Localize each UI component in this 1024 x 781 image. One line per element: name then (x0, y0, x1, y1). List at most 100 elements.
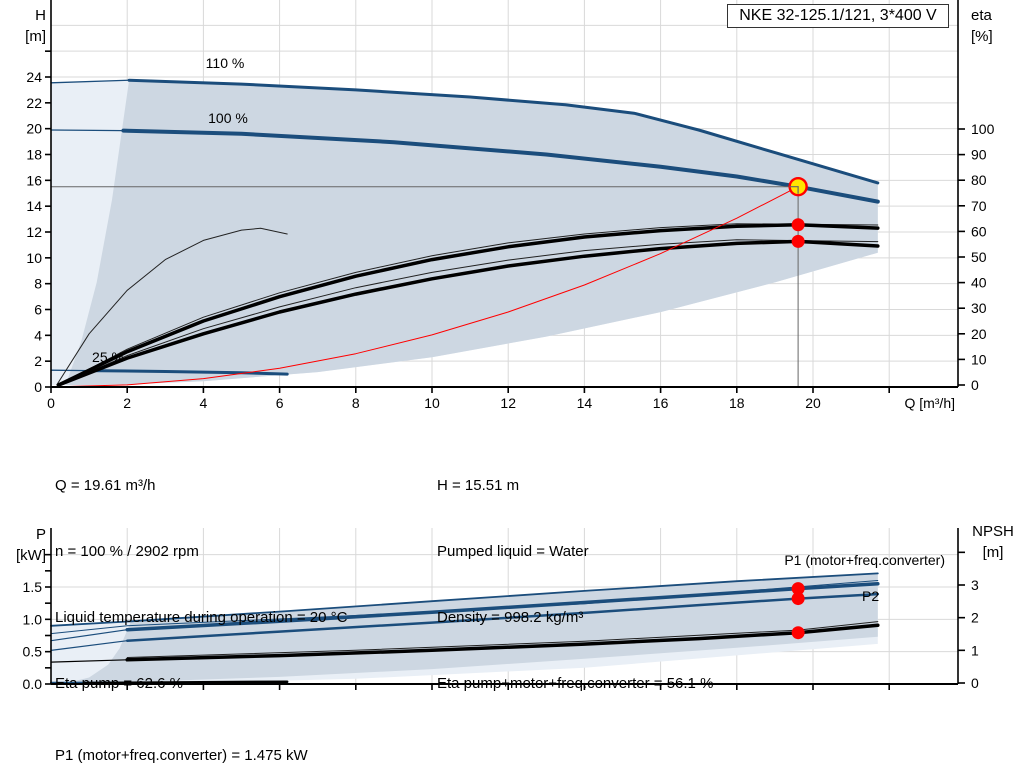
curve-label: 25 % (92, 349, 124, 365)
p1-110-curve (50, 572, 879, 627)
speed-110-curve (127, 78, 880, 185)
speed-25-curve (87, 369, 289, 376)
y2-tick-label: 0 (971, 377, 979, 393)
eta-axis-label-line1: eta (971, 7, 992, 24)
eta-axis-label: eta [%] (971, 5, 1021, 47)
y-tick-label: 8 (34, 276, 42, 292)
y-tick-label: 1.5 (23, 579, 43, 595)
eta-total-curve-thin (58, 239, 879, 386)
duty-eta-total: Eta pump+motor+freq.converter = 56.1 % (437, 675, 714, 692)
eta-pump-point (791, 218, 805, 232)
p2-point (791, 592, 805, 606)
x-tick-label: 10 (424, 395, 440, 411)
h-axis-label-line2: [m] (25, 28, 46, 45)
y2-tick-label: 1 (971, 642, 979, 658)
duty-info-bottom: P1 (motor+freq.converter) = 1.475 kW P2 … (55, 701, 308, 781)
p-axis-label: P [kW] (4, 524, 46, 566)
eta-axis-label-line2: [%] (971, 28, 993, 45)
npsh-curve-start (50, 659, 128, 663)
x-tick-label: 4 (200, 395, 208, 411)
eta-pump-curve (56, 222, 880, 387)
x-tick-label: 16 (653, 395, 669, 411)
y2-tick-label: 0 (971, 675, 979, 691)
x-tick-label: 6 (276, 395, 284, 411)
power-npsh-chart: 0.0 0.5 1.0 1.5 0 1 2 3 P1 (motor+freq.converter… (23, 528, 979, 692)
y-tick-label: 24 (26, 69, 42, 85)
npsh-axis-label: NPSH [m] (964, 521, 1022, 563)
y-tick-label: 6 (34, 302, 42, 318)
npsh-point (791, 626, 805, 640)
duty-h: H = 15.51 m (437, 477, 520, 494)
y-tick-label: 1.0 (23, 611, 43, 627)
y2-tick-label: 40 (971, 275, 987, 291)
p25-black-curve (84, 680, 289, 685)
y-tick-label: 0.5 (23, 644, 43, 660)
speed-100-curve-start (50, 129, 125, 132)
x-tick-label: 14 (577, 395, 593, 411)
y-tick-label: 0 (34, 379, 42, 395)
y-tick-label: 2 (34, 353, 42, 369)
npsh-axis-label-line2: [m] (982, 544, 1004, 561)
curve-label: Q [m³/h] (904, 395, 955, 411)
curve-label: 100 % (208, 110, 248, 126)
h-axis-label: H [m] (6, 5, 46, 47)
npsh-axis-label-line1: NPSH (972, 523, 1014, 540)
duty-info-left: Q = 19.61 m³/h n = 100 % / 2902 rpm Liqu… (55, 431, 347, 739)
eta-pump-curve-thin (58, 223, 879, 386)
operating-envelope (65, 80, 878, 386)
y2-tick-label: 10 (971, 351, 987, 367)
p-axis-label-line1: P (35, 526, 46, 543)
y2-tick-label: 50 (971, 249, 987, 265)
x-tick-label: 0 (47, 395, 55, 411)
y2-tick-label: 2 (971, 610, 979, 626)
y-tick-label: 16 (26, 172, 42, 188)
y-tick-label: 14 (26, 198, 42, 214)
p-axis-label-line2: [kW] (16, 547, 46, 564)
p2-curve-start (50, 640, 128, 651)
system-curve (50, 186, 799, 388)
y-tick-label: 18 (26, 147, 42, 163)
y2-tick-label: 60 (971, 223, 987, 239)
eta-total-curve (56, 239, 880, 387)
y-tick-label: 20 (26, 121, 42, 137)
duty-p1: P1 (motor+freq.converter) = 1.475 kW (55, 747, 308, 764)
y2-tick-label: 90 (971, 147, 987, 163)
duty-q: Q = 19.61 m³/h (55, 477, 156, 494)
h-axis-label-line1: H (35, 7, 46, 24)
eta-total-point (791, 234, 805, 248)
y2-tick-label: 100 (971, 121, 995, 137)
x-tick-label: 2 (123, 395, 131, 411)
y2-tick-label: 30 (971, 300, 987, 316)
y-tick-label: 22 (26, 95, 42, 111)
curve-label: P2 (862, 588, 879, 604)
y-tick-label: 10 (26, 250, 42, 266)
p1-point (791, 582, 805, 596)
duty-speed: n = 100 % / 2902 rpm (55, 543, 199, 560)
y2-tick-label: 3 (971, 577, 979, 593)
y-tick-label: 4 (34, 327, 42, 343)
speed-110-curve-start (50, 79, 130, 84)
duty-eta-pump: Eta pump = 62.6 % (55, 675, 183, 692)
npsh-110-curve (126, 621, 879, 658)
eta-curve-25 (56, 227, 288, 386)
duty-liquid-temp: Liquid temperature during operation = 20… (55, 609, 348, 626)
duty-density: Density = 998.2 kg/m³ (437, 609, 584, 626)
x-tick-label: 8 (352, 395, 360, 411)
y-tick-label: 12 (26, 224, 42, 240)
curve-label: P1 (motor+freq.converter) (784, 552, 945, 568)
p1-curve-start (50, 629, 128, 642)
head-flow-chart: 0 2 4 6 8 10 12 14 16 18 2002468101214161820222401… (26, 0, 995, 411)
duty-pumped-liquid: Pumped liquid = Water (437, 543, 589, 560)
y2-tick-label: 80 (971, 172, 987, 188)
y2-tick-label: 20 (971, 326, 987, 342)
curve-label: 110 % (206, 55, 245, 71)
x-tick-label: 18 (729, 395, 745, 411)
pump-type-title: NKE 32-125.1/121, 3*400 V (727, 4, 949, 28)
duty-info-right: H = 15.51 m Pumped liquid = Water Densit… (437, 431, 713, 739)
x-tick-label: 20 (805, 395, 821, 411)
x-tick-label: 12 (500, 395, 516, 411)
y-tick-label: 0.0 (23, 676, 43, 692)
speed-100-curve (121, 128, 880, 204)
y2-tick-label: 70 (971, 198, 987, 214)
